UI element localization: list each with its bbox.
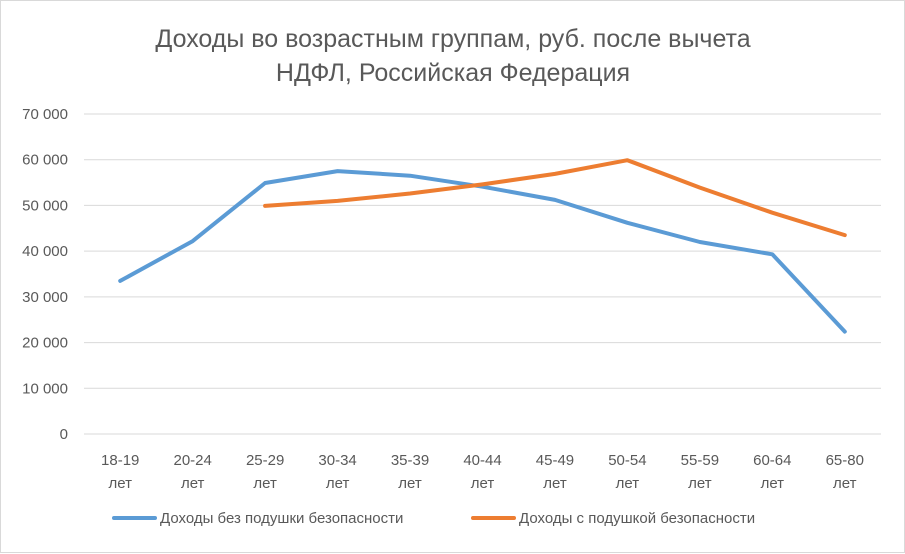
x-category-unit-label: лет (253, 475, 277, 492)
x-category-label: 50-54 (608, 452, 646, 469)
series-lines (120, 160, 845, 332)
x-category-label: 55-59 (681, 452, 719, 469)
x-axis-categories: 18-19 лет 20-24 лет 25-29 лет 30-34 лет 35-39 лет… (101, 452, 864, 492)
x-category-unit-label: лет (616, 475, 640, 492)
x-category-label: 35-39 (391, 452, 429, 469)
legend-label-2: Доходы с подушкой безопасности (519, 510, 755, 527)
x-category-label: 65-80 (826, 452, 864, 469)
x-category-label: 45-49 (536, 452, 574, 469)
x-category-unit-label: лет (108, 475, 132, 492)
x-category-label: 18-19 (101, 452, 139, 469)
y-tick-label: 0 (60, 426, 68, 443)
x-category-unit-label: лет (398, 475, 422, 492)
x-category-unit-label: лет (543, 475, 567, 492)
x-category-label: 40-44 (463, 452, 501, 469)
y-tick-label: 40 000 (22, 243, 68, 260)
y-tick-label: 10 000 (22, 380, 68, 397)
y-tick-label: 20 000 (22, 335, 68, 352)
legend-label-1: Доходы без подушки безопасности (160, 510, 403, 527)
y-tick-label: 30 000 (22, 289, 68, 306)
x-category-label: 20-24 (173, 452, 211, 469)
x-category-label: 60-64 (753, 452, 791, 469)
x-category-label: 30-34 (318, 452, 356, 469)
y-tick-label: 60 000 (22, 152, 68, 169)
x-category-unit-label: лет (833, 475, 857, 492)
x-category-unit-label: лет (326, 475, 350, 492)
gridlines (84, 114, 881, 434)
chart-title: Доходы во возрастным группам, руб. после… (155, 25, 750, 87)
chart-title-line-1: Доходы во возрастным группам, руб. после… (155, 25, 750, 53)
chart-title-line-2: НДФЛ, Российская Федерация (276, 59, 630, 87)
x-category-unit-label: лет (181, 475, 205, 492)
x-category-unit-label: лет (761, 475, 785, 492)
y-axis-ticks: 0 10 000 20 000 30 000 40 000 50 000 60 000 70 … (22, 106, 68, 443)
legend: Доходы без подушки безопасности Доходы с … (114, 510, 755, 527)
x-category-unit-label: лет (471, 475, 495, 492)
y-tick-label: 70 000 (22, 106, 68, 123)
x-category-unit-label: лет (688, 475, 712, 492)
y-tick-label: 50 000 (22, 197, 68, 214)
x-category-label: 25-29 (246, 452, 284, 469)
